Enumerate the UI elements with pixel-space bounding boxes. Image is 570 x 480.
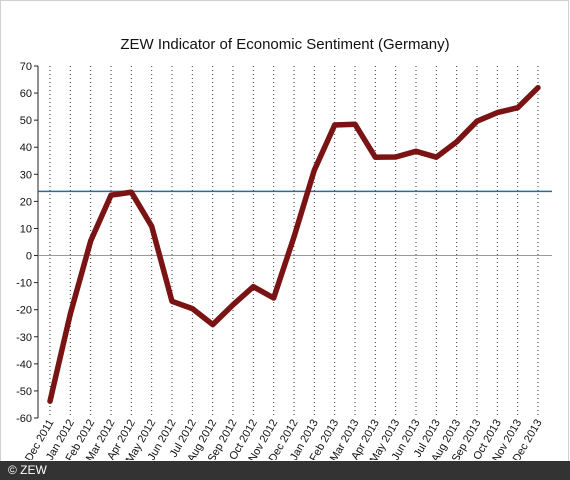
data-point <box>210 322 216 328</box>
y-tick-label: 20 <box>20 196 32 208</box>
data-point <box>535 85 541 91</box>
data-point <box>189 306 195 312</box>
y-tick-label: -30 <box>16 332 32 344</box>
data-point <box>474 118 480 124</box>
data-point <box>433 154 439 160</box>
y-tick-label: -20 <box>16 305 32 317</box>
copyright-footer: © ZEW <box>0 461 570 480</box>
data-point <box>108 192 114 198</box>
data-point <box>454 139 460 145</box>
data-point <box>250 284 256 290</box>
y-tick-label: 30 <box>20 169 32 181</box>
data-point <box>169 298 175 304</box>
y-tick-label: -60 <box>16 413 32 425</box>
data-point <box>332 122 338 128</box>
y-tick-label: -40 <box>16 359 32 371</box>
data-point <box>149 223 155 229</box>
chart-title: ZEW Indicator of Economic Sentiment (Ger… <box>120 36 450 53</box>
data-point <box>88 238 94 244</box>
data-point <box>230 302 236 308</box>
data-point <box>372 154 378 160</box>
data-point <box>47 398 53 404</box>
data-point <box>494 110 500 116</box>
y-tick-label: 40 <box>20 142 32 154</box>
data-point <box>128 189 134 195</box>
y-tick-label: 0 <box>26 251 32 263</box>
y-tick-label: 10 <box>20 223 32 235</box>
y-tick-label: 50 <box>20 115 32 127</box>
data-point <box>352 121 358 127</box>
data-point <box>515 105 521 111</box>
data-point <box>291 234 297 240</box>
y-tick-label: 70 <box>20 61 32 73</box>
data-point <box>413 148 419 154</box>
data-point <box>271 295 277 301</box>
y-tick-label: 60 <box>20 88 32 100</box>
y-tick-label: -10 <box>16 278 32 290</box>
y-tick-label: -50 <box>16 386 32 398</box>
data-point <box>393 154 399 160</box>
data-point <box>67 311 73 317</box>
data-point <box>311 167 317 173</box>
